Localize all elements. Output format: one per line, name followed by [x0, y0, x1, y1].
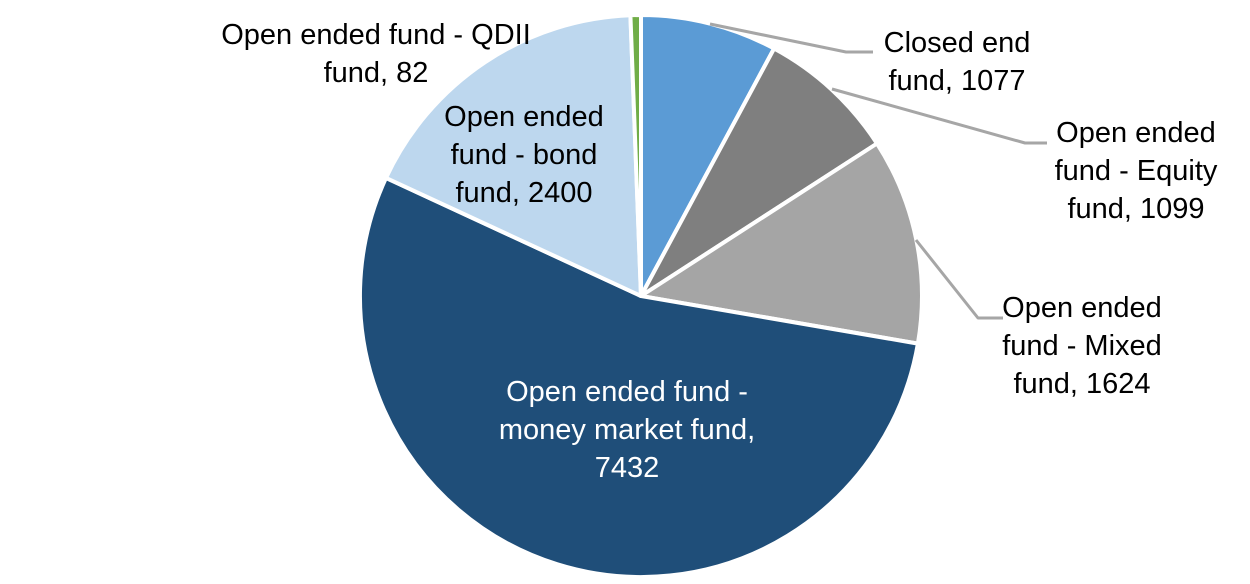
pie-slice-mixed-fund[interactable]	[639, 141, 924, 346]
pie-slice-closed-end-fund[interactable]	[639, 13, 777, 298]
leader-line-equity-fund	[831, 87, 1047, 145]
pie-slice-equity-fund[interactable]	[639, 46, 879, 298]
pie-slice-money-market-fund[interactable]	[357, 175, 920, 580]
pie-slice-bond-fund[interactable]	[384, 13, 643, 298]
leader-line-mixed-fund	[914, 239, 1003, 320]
leader-line-closed-end-fund	[709, 22, 873, 54]
pie-slice-qdii-fund[interactable]	[628, 13, 643, 298]
